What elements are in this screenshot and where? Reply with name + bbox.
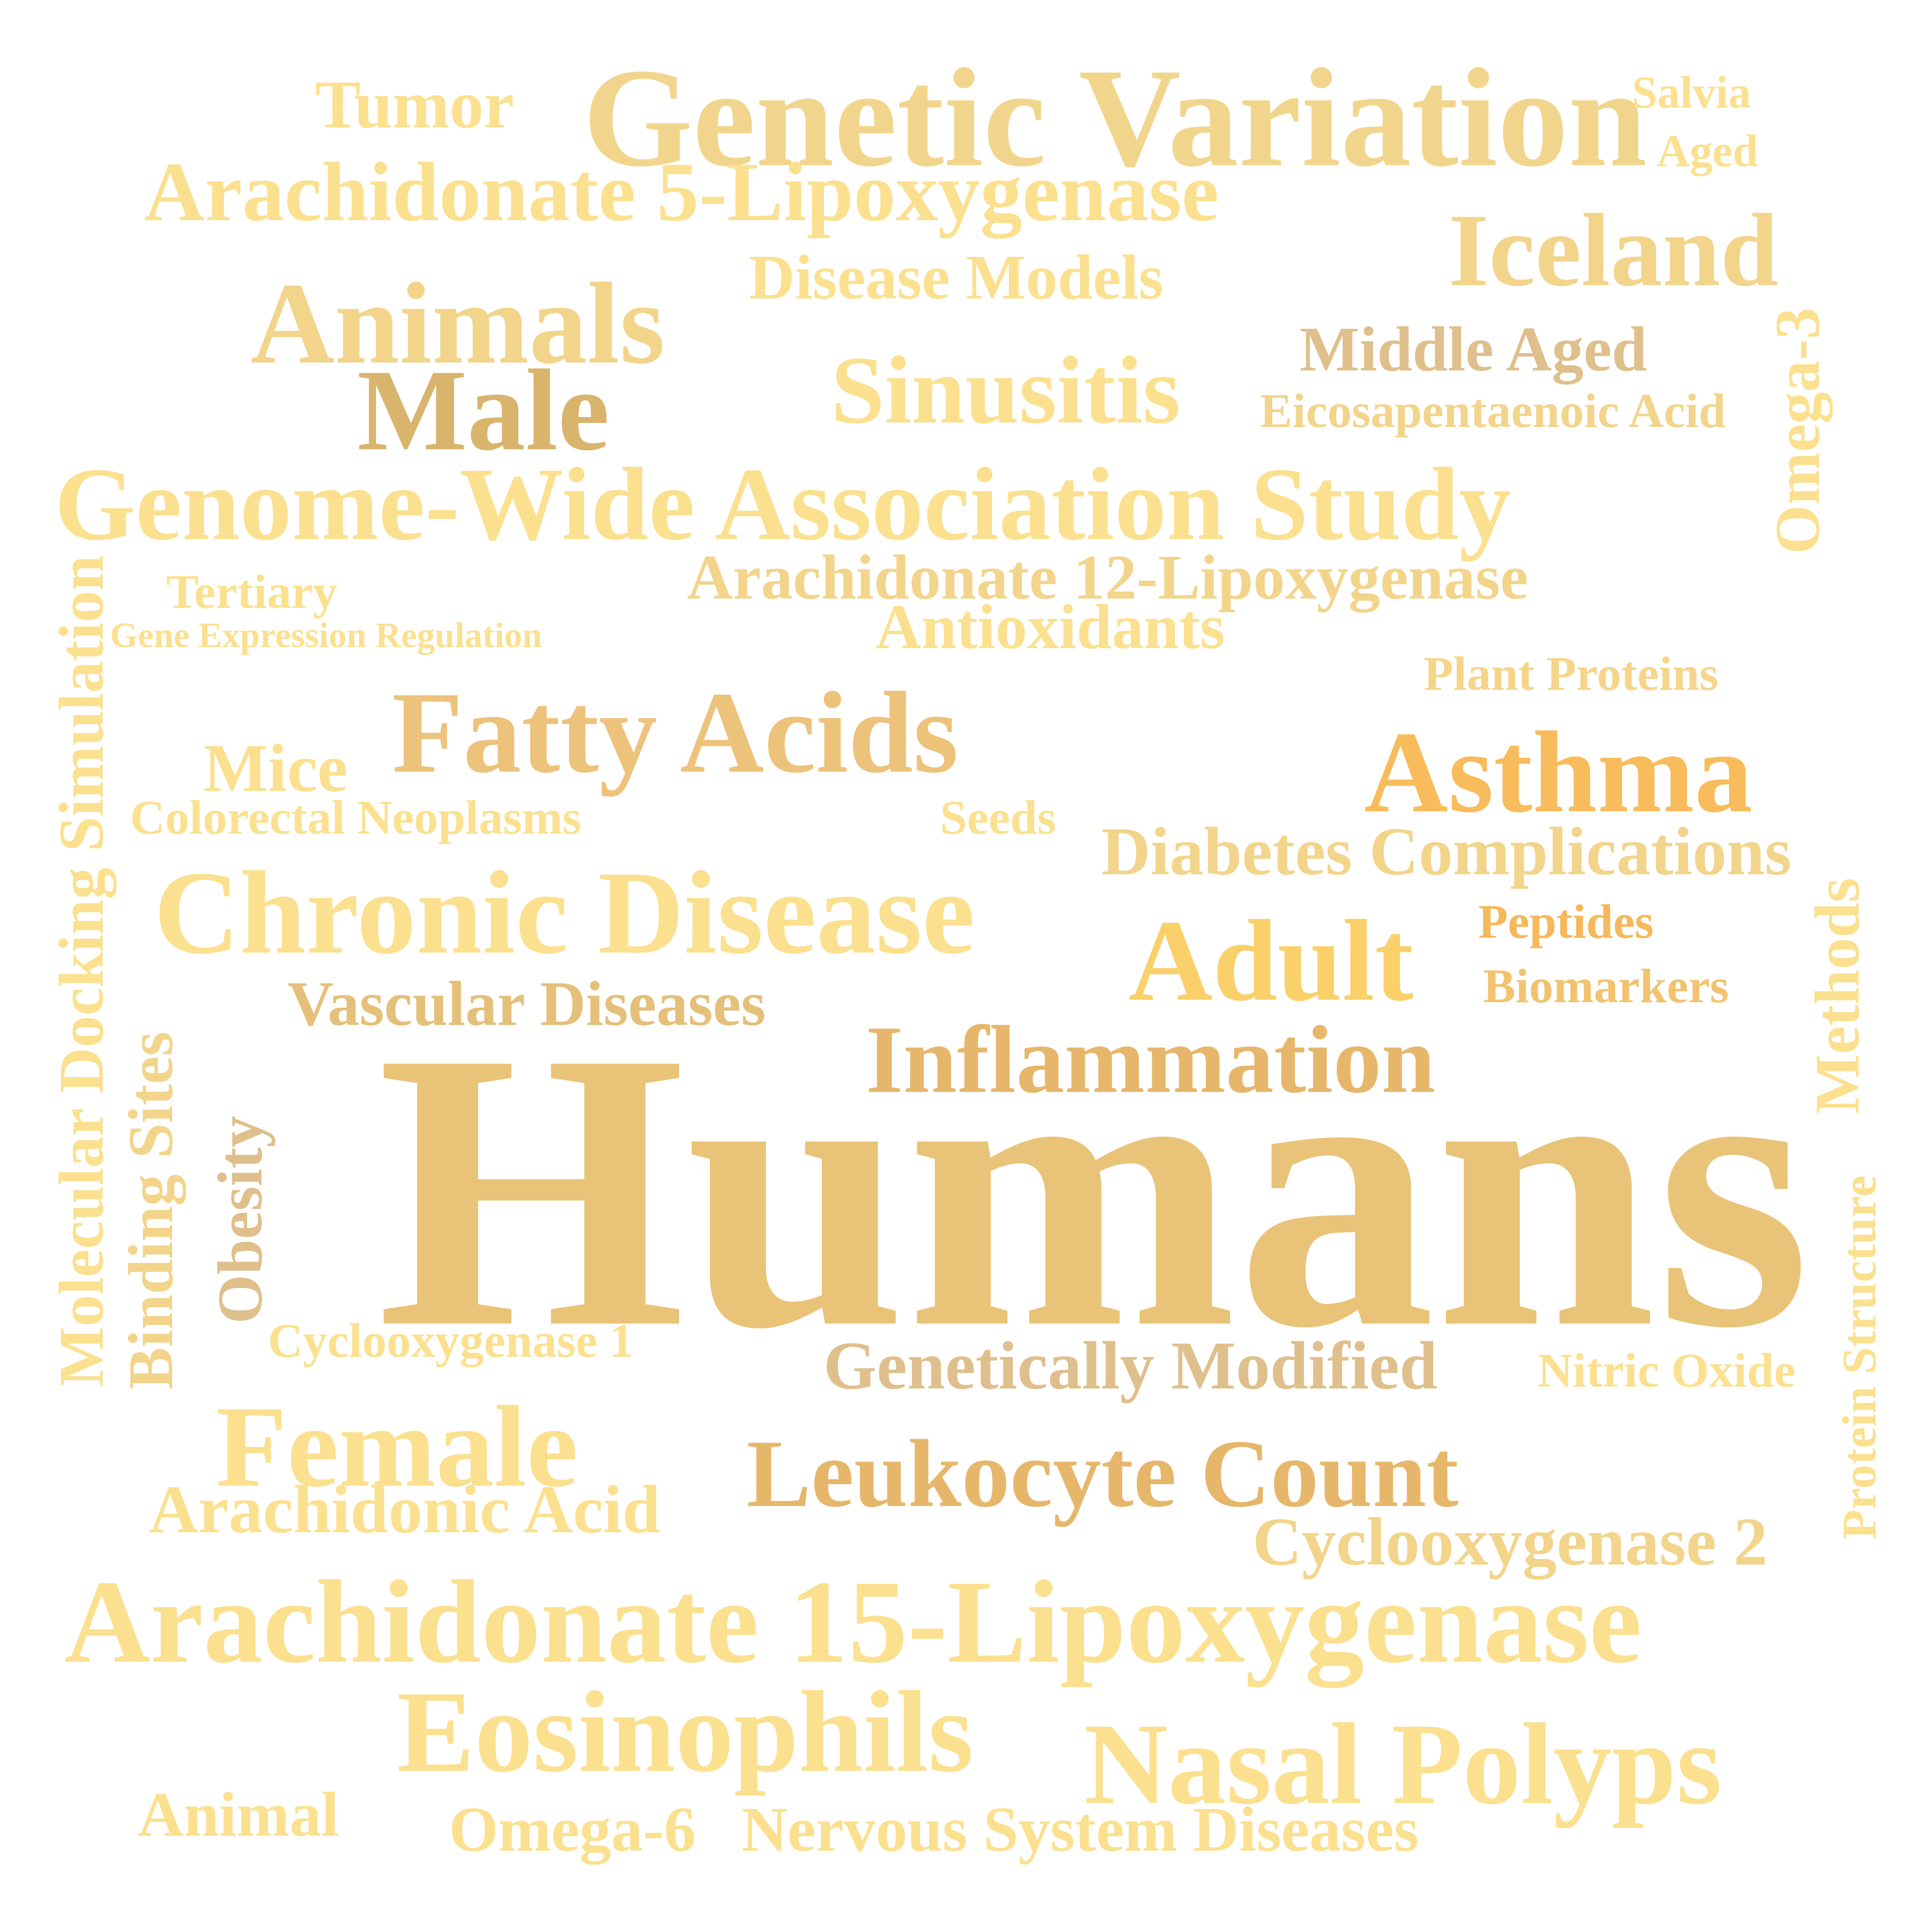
word-eosinophils: Eosinophils [397, 1667, 974, 1796]
word-animals: Animals [250, 259, 665, 388]
word-inflammation: Inflammation [866, 1006, 1435, 1113]
word-sinusitis: Sinusitis [831, 337, 1181, 444]
word-mice: Mice [203, 730, 348, 806]
word-chronic-disease: Chronic Disease [154, 846, 975, 978]
word-seeds: Seeds [940, 791, 1057, 845]
word-leukocyte-count: Leukocyte Count [747, 1420, 1459, 1527]
word-methods: Methods [1802, 878, 1872, 1114]
word-genetically-modified: Genetically Modified [823, 1328, 1437, 1403]
word-animal: Animal [138, 1779, 339, 1850]
word-antioxidants: Antioxidants [875, 592, 1225, 662]
word-binding-sites: Binding Sites [116, 1031, 186, 1390]
word-tumor: Tumor [315, 66, 514, 142]
word-tertiary: Tertiary [166, 565, 337, 619]
word-salvia: Salvia [1632, 67, 1751, 118]
word-protein-structure: Protein Structure [1833, 1175, 1886, 1539]
word-arachidonate-12-lipoxygenase: Arachidonate 12-Lipoxygenase [687, 542, 1528, 612]
word-genetic-variation: Genetic Variation [583, 39, 1647, 196]
word-iceland: Iceland [1448, 193, 1779, 308]
word-diabetes-complications: Diabetes Complications [1101, 813, 1792, 889]
word-arachidonate-5-lipoxygenase: Arachidonate 5-Lipoxygenase [144, 145, 1219, 239]
word-humans: Humans [377, 970, 1810, 1410]
word-plant-proteins: Plant Proteins [1424, 647, 1719, 701]
word-molecular-docking-simulation: Molecular Docking Simulation [46, 555, 117, 1387]
word-adult: Adult [1128, 896, 1414, 1025]
word-gene-expression-regulation: Gene Expression Regulation [110, 615, 542, 655]
word-omega-3: Omega-3 [1762, 307, 1833, 554]
word-biomarkers: Biomarkers [1483, 960, 1729, 1013]
word-arachidonic-acid: Arachidonic Acid [149, 1471, 661, 1547]
word-disease-models: Disease Models [749, 242, 1164, 312]
word-vascular-diseases: Vascular Diseases [288, 968, 766, 1039]
word-genome-wide-association-study: Genome-Wide Association Study [55, 447, 1511, 562]
word-nervous-system-diseases: Nervous System Diseases [742, 1794, 1419, 1865]
word-middle-aged: Middle Aged [1300, 314, 1647, 384]
word-omega-6: Omega-6 [449, 1794, 696, 1865]
word-fatty-acids: Fatty Acids [392, 668, 959, 797]
word-aged: Aged [1657, 125, 1758, 176]
word-nasal-polyps: Nasal Polyps [1084, 1699, 1722, 1828]
word-obesity: Obesity [205, 1116, 275, 1324]
word-arachidonate-15-lipoxygenase: Arachidonate 15-Lipoxygenase [64, 1556, 1642, 1688]
word-colorectal-neoplasms: Colorectal Neoplasms [130, 791, 581, 845]
word-cyclooxygenase-2: Cyclooxygenase 2 [1252, 1504, 1768, 1579]
word-eicosapentaenoic-acid: Eicosapentaenoic Acid [1260, 384, 1726, 438]
word-female: Female [216, 1382, 578, 1511]
word-cyclooxygenase-1: Cyclooxygenase 1 [268, 1314, 634, 1368]
word-asthma: Asthma [1364, 708, 1753, 837]
word-nitric-oxide: Nitric Oxide [1538, 1344, 1796, 1397]
word-male: Male [357, 346, 610, 475]
word-peptides: Peptides [1478, 895, 1654, 949]
